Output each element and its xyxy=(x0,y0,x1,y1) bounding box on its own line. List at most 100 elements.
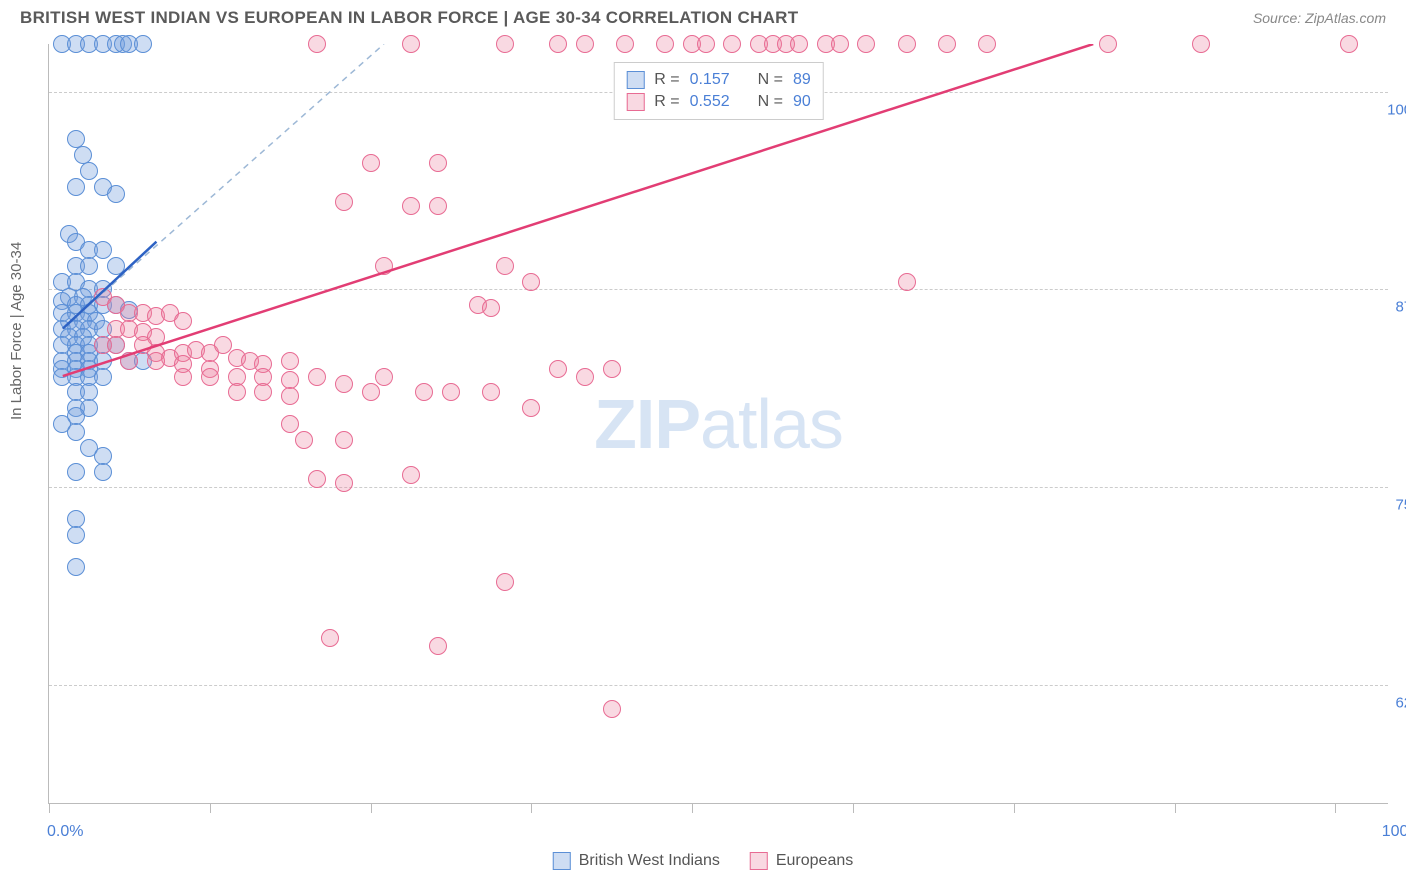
x-axis-max-label: 100.0% xyxy=(1382,823,1406,841)
data-point xyxy=(603,700,621,718)
legend-swatch-eur xyxy=(750,852,768,870)
n-label: N = xyxy=(758,93,783,111)
data-point xyxy=(362,383,380,401)
chart-title: BRITISH WEST INDIAN VS EUROPEAN IN LABOR… xyxy=(20,8,798,28)
data-point xyxy=(174,312,192,330)
data-point xyxy=(549,35,567,53)
legend-swatch-bwi xyxy=(553,852,571,870)
data-point xyxy=(857,35,875,53)
data-point xyxy=(429,154,447,172)
data-point xyxy=(335,474,353,492)
data-point xyxy=(335,193,353,211)
data-point xyxy=(482,383,500,401)
gridline-h xyxy=(49,289,1388,290)
correlation-legend-row: R = 0.157 N = 89 xyxy=(626,69,811,91)
data-point xyxy=(402,466,420,484)
data-point xyxy=(415,383,433,401)
data-point xyxy=(723,35,741,53)
data-point xyxy=(80,257,98,275)
x-tick xyxy=(853,803,854,813)
data-point xyxy=(295,431,313,449)
y-tick-label: 100.0% xyxy=(1378,101,1406,118)
data-point xyxy=(375,368,393,386)
data-point xyxy=(174,368,192,386)
data-point xyxy=(898,273,916,291)
data-point xyxy=(603,360,621,378)
x-tick xyxy=(371,803,372,813)
data-point xyxy=(362,154,380,172)
y-axis-label: In Labor Force | Age 30-34 xyxy=(8,242,25,420)
trend-lines-layer xyxy=(49,44,1388,803)
source-attribution: Source: ZipAtlas.com xyxy=(1253,10,1386,26)
data-point xyxy=(134,35,152,53)
legend-label-eur: Europeans xyxy=(776,852,853,870)
data-point xyxy=(281,415,299,433)
series-legend: British West Indians Europeans xyxy=(553,852,853,870)
n-label: N = xyxy=(758,71,783,89)
data-point xyxy=(522,399,540,417)
gridline-h xyxy=(49,487,1388,488)
x-tick xyxy=(1014,803,1015,813)
x-axis-min-label: 0.0% xyxy=(47,823,83,841)
data-point xyxy=(697,35,715,53)
data-point xyxy=(335,431,353,449)
legend-item-eur: Europeans xyxy=(750,852,853,870)
chart-plot-area: ZIPatlas R =0.157N =89R =0.552N =90 0.0%… xyxy=(48,44,1388,804)
data-point xyxy=(147,352,165,370)
data-point xyxy=(335,375,353,393)
data-point xyxy=(94,368,112,386)
r-label: R = xyxy=(654,93,679,111)
data-point xyxy=(308,368,326,386)
data-point xyxy=(616,35,634,53)
n-value: 90 xyxy=(793,93,811,111)
data-point xyxy=(107,257,125,275)
data-point xyxy=(978,35,996,53)
data-point xyxy=(1340,35,1358,53)
legend-label-bwi: British West Indians xyxy=(579,852,720,870)
x-tick xyxy=(210,803,211,813)
n-value: 89 xyxy=(793,71,811,89)
data-point xyxy=(402,35,420,53)
legend-swatch xyxy=(626,93,644,111)
data-point xyxy=(522,273,540,291)
data-point xyxy=(656,35,674,53)
data-point xyxy=(281,387,299,405)
correlation-legend-row: R = 0.552 N = 90 xyxy=(626,91,811,113)
r-value: 0.552 xyxy=(690,93,730,111)
x-tick xyxy=(49,803,50,813)
data-point xyxy=(549,360,567,378)
data-point xyxy=(80,162,98,180)
data-point xyxy=(120,352,138,370)
data-point xyxy=(790,35,808,53)
data-point xyxy=(67,178,85,196)
data-point xyxy=(938,35,956,53)
data-point xyxy=(402,197,420,215)
data-point xyxy=(94,463,112,481)
data-point xyxy=(94,241,112,259)
x-tick xyxy=(692,803,693,813)
data-point xyxy=(496,35,514,53)
y-tick-label: 62.5% xyxy=(1378,695,1406,712)
data-point xyxy=(442,383,460,401)
data-point xyxy=(308,470,326,488)
data-point xyxy=(429,637,447,655)
watermark: ZIPatlas xyxy=(594,384,843,464)
r-value: 0.157 xyxy=(690,71,730,89)
data-point xyxy=(107,336,125,354)
data-point xyxy=(67,526,85,544)
legend-swatch xyxy=(626,71,644,89)
data-point xyxy=(228,383,246,401)
data-point xyxy=(67,463,85,481)
correlation-legend: R = 0.157 N = 89 R = 0.552 N = 90 xyxy=(613,62,824,120)
data-point xyxy=(67,558,85,576)
data-point xyxy=(898,35,916,53)
r-label: R = xyxy=(654,71,679,89)
gridline-h xyxy=(49,685,1388,686)
x-tick xyxy=(531,803,532,813)
data-point xyxy=(576,368,594,386)
data-point xyxy=(67,423,85,441)
data-point xyxy=(496,257,514,275)
data-point xyxy=(1099,35,1117,53)
y-tick-label: 75.0% xyxy=(1378,497,1406,514)
data-point xyxy=(254,383,272,401)
